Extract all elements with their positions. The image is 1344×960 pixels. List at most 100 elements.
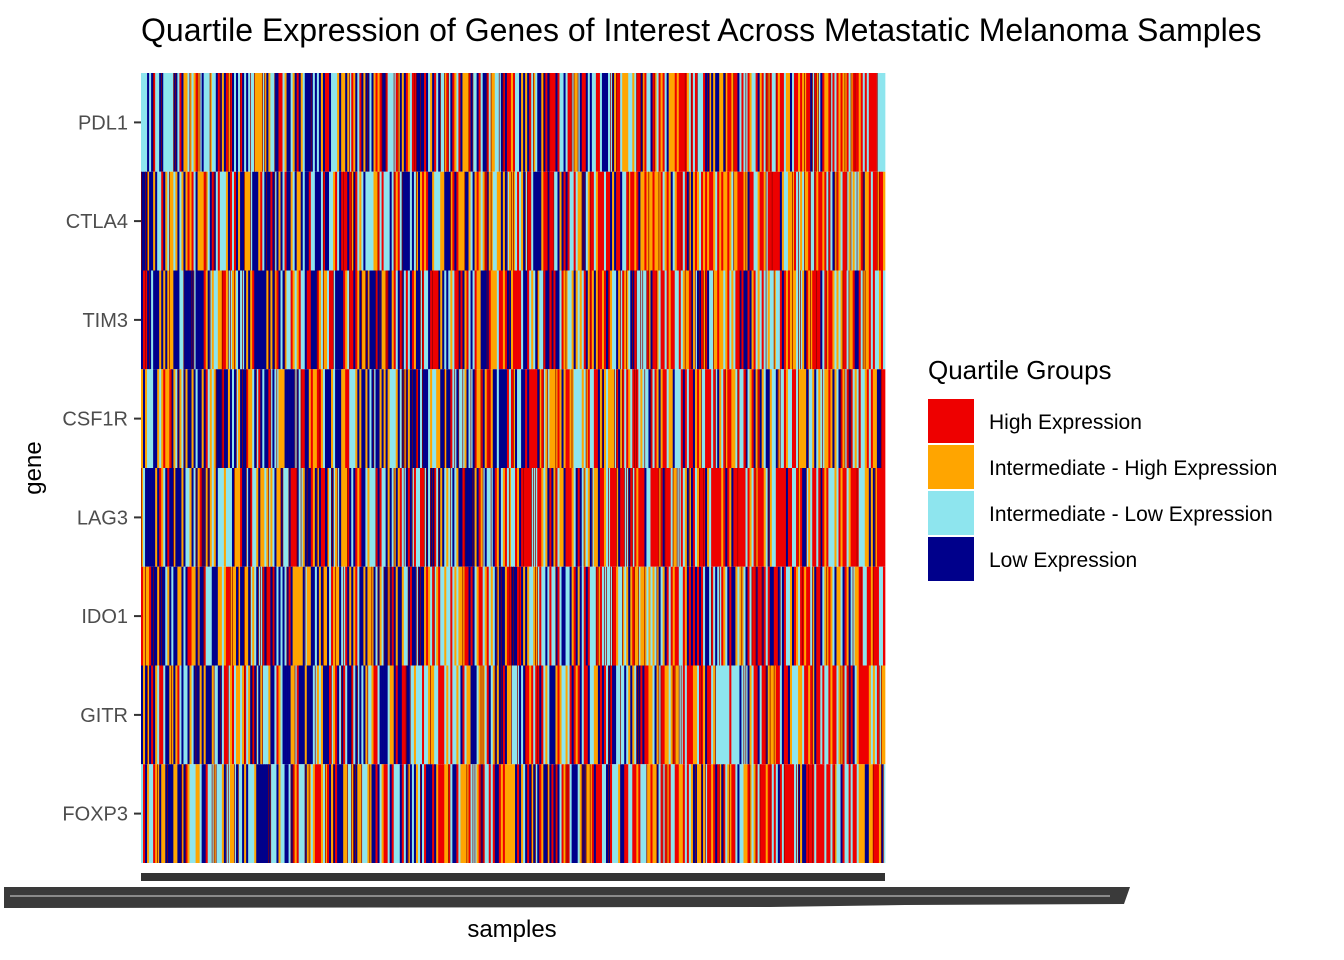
heatmap-cell-border xyxy=(422,369,423,468)
heatmap-cell-border xyxy=(282,468,284,567)
heatmap-cell xyxy=(644,566,647,666)
heatmap-cell xyxy=(462,270,465,370)
heatmap-cell xyxy=(545,764,548,863)
heatmap-cell xyxy=(707,369,710,468)
heatmap-cell xyxy=(733,566,736,666)
heatmap-cell-border xyxy=(676,468,678,567)
heatmap-cell xyxy=(630,566,633,666)
heatmap-cell xyxy=(167,566,170,666)
heatmap-cell xyxy=(852,270,856,370)
heatmap-cell xyxy=(502,566,506,666)
heatmap-cell xyxy=(757,665,761,765)
heatmap-cell xyxy=(185,270,188,370)
heatmap-cell xyxy=(800,171,803,271)
heatmap-cell xyxy=(221,73,225,172)
heatmap-cell-border xyxy=(246,468,247,567)
heatmap-cell-border xyxy=(327,468,328,567)
heatmap-cell-border xyxy=(715,369,716,468)
heatmap-cell xyxy=(670,764,674,863)
heatmap-cell xyxy=(391,369,395,468)
heatmap-cell-border xyxy=(357,665,359,765)
heatmap-cell xyxy=(717,764,720,863)
heatmap-cell-border xyxy=(227,73,229,172)
heatmap-cell xyxy=(796,665,799,765)
heatmap-cell xyxy=(195,468,198,567)
heatmap-cell-border xyxy=(510,566,512,666)
heatmap-cell xyxy=(375,73,378,172)
heatmap-cell xyxy=(737,764,740,863)
heatmap-cell xyxy=(749,369,752,468)
heatmap-cell xyxy=(268,566,271,666)
heatmap-cell xyxy=(381,73,384,172)
heatmap-cell xyxy=(409,468,413,567)
heatmap-cell-border xyxy=(490,171,492,271)
heatmap-cell xyxy=(515,665,518,765)
heatmap-cell xyxy=(624,665,627,765)
heatmap-cell xyxy=(755,764,758,863)
heatmap-cell xyxy=(377,369,380,468)
heatmap-cell xyxy=(450,270,453,370)
heatmap-cell xyxy=(399,270,403,370)
heatmap-cell xyxy=(177,764,180,863)
heatmap-cell xyxy=(686,270,690,370)
heatmap-cell xyxy=(658,665,661,765)
heatmap-cell xyxy=(333,566,336,666)
heatmap-cell xyxy=(798,468,801,567)
heatmap-cell xyxy=(405,171,409,271)
heatmap-cell xyxy=(227,73,231,172)
heatmap-cell xyxy=(721,764,724,863)
heatmap-cell xyxy=(189,369,192,468)
heatmap-cell xyxy=(327,566,330,666)
heatmap-cell xyxy=(650,73,653,172)
heatmap-cell xyxy=(866,73,870,172)
heatmap-cell xyxy=(513,468,516,567)
heatmap-cell-border xyxy=(519,566,520,666)
heatmap-cell xyxy=(763,468,767,567)
heatmap-cell-border xyxy=(638,665,640,765)
heatmap-cell xyxy=(440,270,443,370)
heatmap-cell xyxy=(757,73,761,172)
heatmap-cell xyxy=(347,73,350,172)
legend-label-0: High Expression xyxy=(989,411,1142,434)
heatmap-cell xyxy=(264,764,267,863)
heatmap-cell xyxy=(559,764,562,863)
heatmap-cell xyxy=(814,171,817,271)
heatmap-cell xyxy=(211,270,215,370)
heatmap-cell xyxy=(583,369,587,468)
heatmap-cell xyxy=(213,468,217,567)
heatmap-cell xyxy=(696,369,700,468)
heatmap-cell xyxy=(508,764,512,863)
heatmap-cell xyxy=(141,665,144,765)
heatmap-cell-border xyxy=(318,369,320,468)
heatmap-cell xyxy=(258,369,261,468)
heatmap-cell xyxy=(872,73,876,172)
heatmap-cell xyxy=(197,369,200,468)
heatmap-cell xyxy=(812,171,815,271)
heatmap-cell xyxy=(250,369,253,468)
heatmap-cell xyxy=(377,468,380,567)
heatmap-cell xyxy=(678,764,682,863)
heatmap-cell-border xyxy=(688,468,690,567)
heatmap-cell xyxy=(395,566,399,666)
heatmap-cell xyxy=(393,270,397,370)
heatmap-cell xyxy=(614,665,617,765)
heatmap-cell xyxy=(690,468,694,567)
heatmap-cell xyxy=(563,566,566,666)
heatmap-cell xyxy=(163,73,166,172)
heatmap-cell xyxy=(252,73,255,172)
heatmap-cell-border xyxy=(699,468,700,567)
heatmap-cell xyxy=(171,73,174,172)
heatmap-cell xyxy=(707,566,710,666)
heatmap-cell xyxy=(545,468,548,567)
heatmap-cell xyxy=(589,270,593,370)
heatmap-cell-border xyxy=(153,566,154,666)
heatmap-cell xyxy=(626,566,629,666)
heatmap-cell xyxy=(432,665,435,765)
heatmap-cell xyxy=(500,270,504,370)
heatmap-cell xyxy=(781,270,785,370)
heatmap-cell-border xyxy=(775,73,777,172)
heatmap-cell xyxy=(161,566,164,666)
heatmap-cell xyxy=(583,270,587,370)
heatmap-cell xyxy=(699,270,702,370)
heatmap-cell xyxy=(836,764,839,863)
